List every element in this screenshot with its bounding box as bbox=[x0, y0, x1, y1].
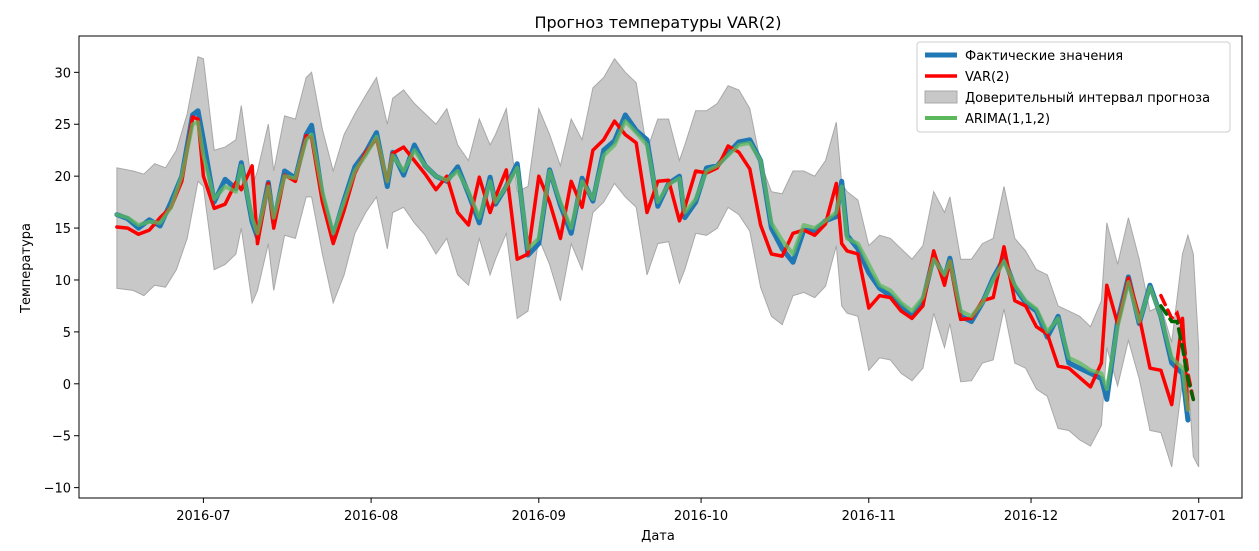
y-tick-label: 20 bbox=[54, 170, 71, 185]
legend-interval-swatch bbox=[924, 90, 958, 104]
y-tick-label: −5 bbox=[52, 430, 71, 445]
x-axis-label: Дата bbox=[641, 529, 675, 544]
x-tick-label: 2016-09 bbox=[512, 509, 566, 524]
series-line-layer bbox=[114, 108, 1196, 423]
y-tick-label: 25 bbox=[54, 118, 71, 133]
y-axis-label: Температура bbox=[19, 223, 34, 314]
y-tick-label: 15 bbox=[54, 222, 71, 237]
legend-actual-label: Фактические значения bbox=[965, 49, 1123, 64]
legend-var2-label: VAR(2) bbox=[965, 70, 1009, 85]
y-tick-label: −10 bbox=[44, 482, 71, 497]
legend: Фактические значения VAR(2) Доверительный … bbox=[916, 41, 1231, 133]
x-tick-label: 2016-11 bbox=[842, 509, 896, 524]
x-tick-label: 2016-12 bbox=[1004, 509, 1058, 524]
x-tick-label: 2016-08 bbox=[344, 509, 398, 524]
legend-interval-label: Доверительный интервал прогноза bbox=[965, 91, 1210, 106]
arima-line bbox=[114, 119, 1190, 412]
chart-title: Прогноз температуры VAR(2) bbox=[534, 13, 781, 32]
y-tick-label: 5 bbox=[63, 326, 71, 341]
confidence-interval-band bbox=[116, 56, 1200, 468]
confidence-band-layer bbox=[116, 56, 1200, 468]
legend-arima-label: ARIMA(1,1,2) bbox=[965, 112, 1050, 127]
y-tick-label: 0 bbox=[63, 378, 71, 393]
axes-layer: −10 −5 0 5 10 15 20 25 30 2016-07 2016-08 2016-09 20… bbox=[44, 35, 1243, 524]
x-tick-label: 2017-01 bbox=[1172, 509, 1226, 524]
legend-box bbox=[916, 41, 1231, 133]
plot-frame bbox=[78, 35, 1243, 499]
arima-forecast-line bbox=[1159, 304, 1196, 402]
x-tick-label: 2016-10 bbox=[674, 509, 728, 524]
y-tick-label: 30 bbox=[54, 66, 71, 81]
y-tick-label: 10 bbox=[54, 274, 71, 289]
x-tick-label: 2016-07 bbox=[176, 509, 230, 524]
